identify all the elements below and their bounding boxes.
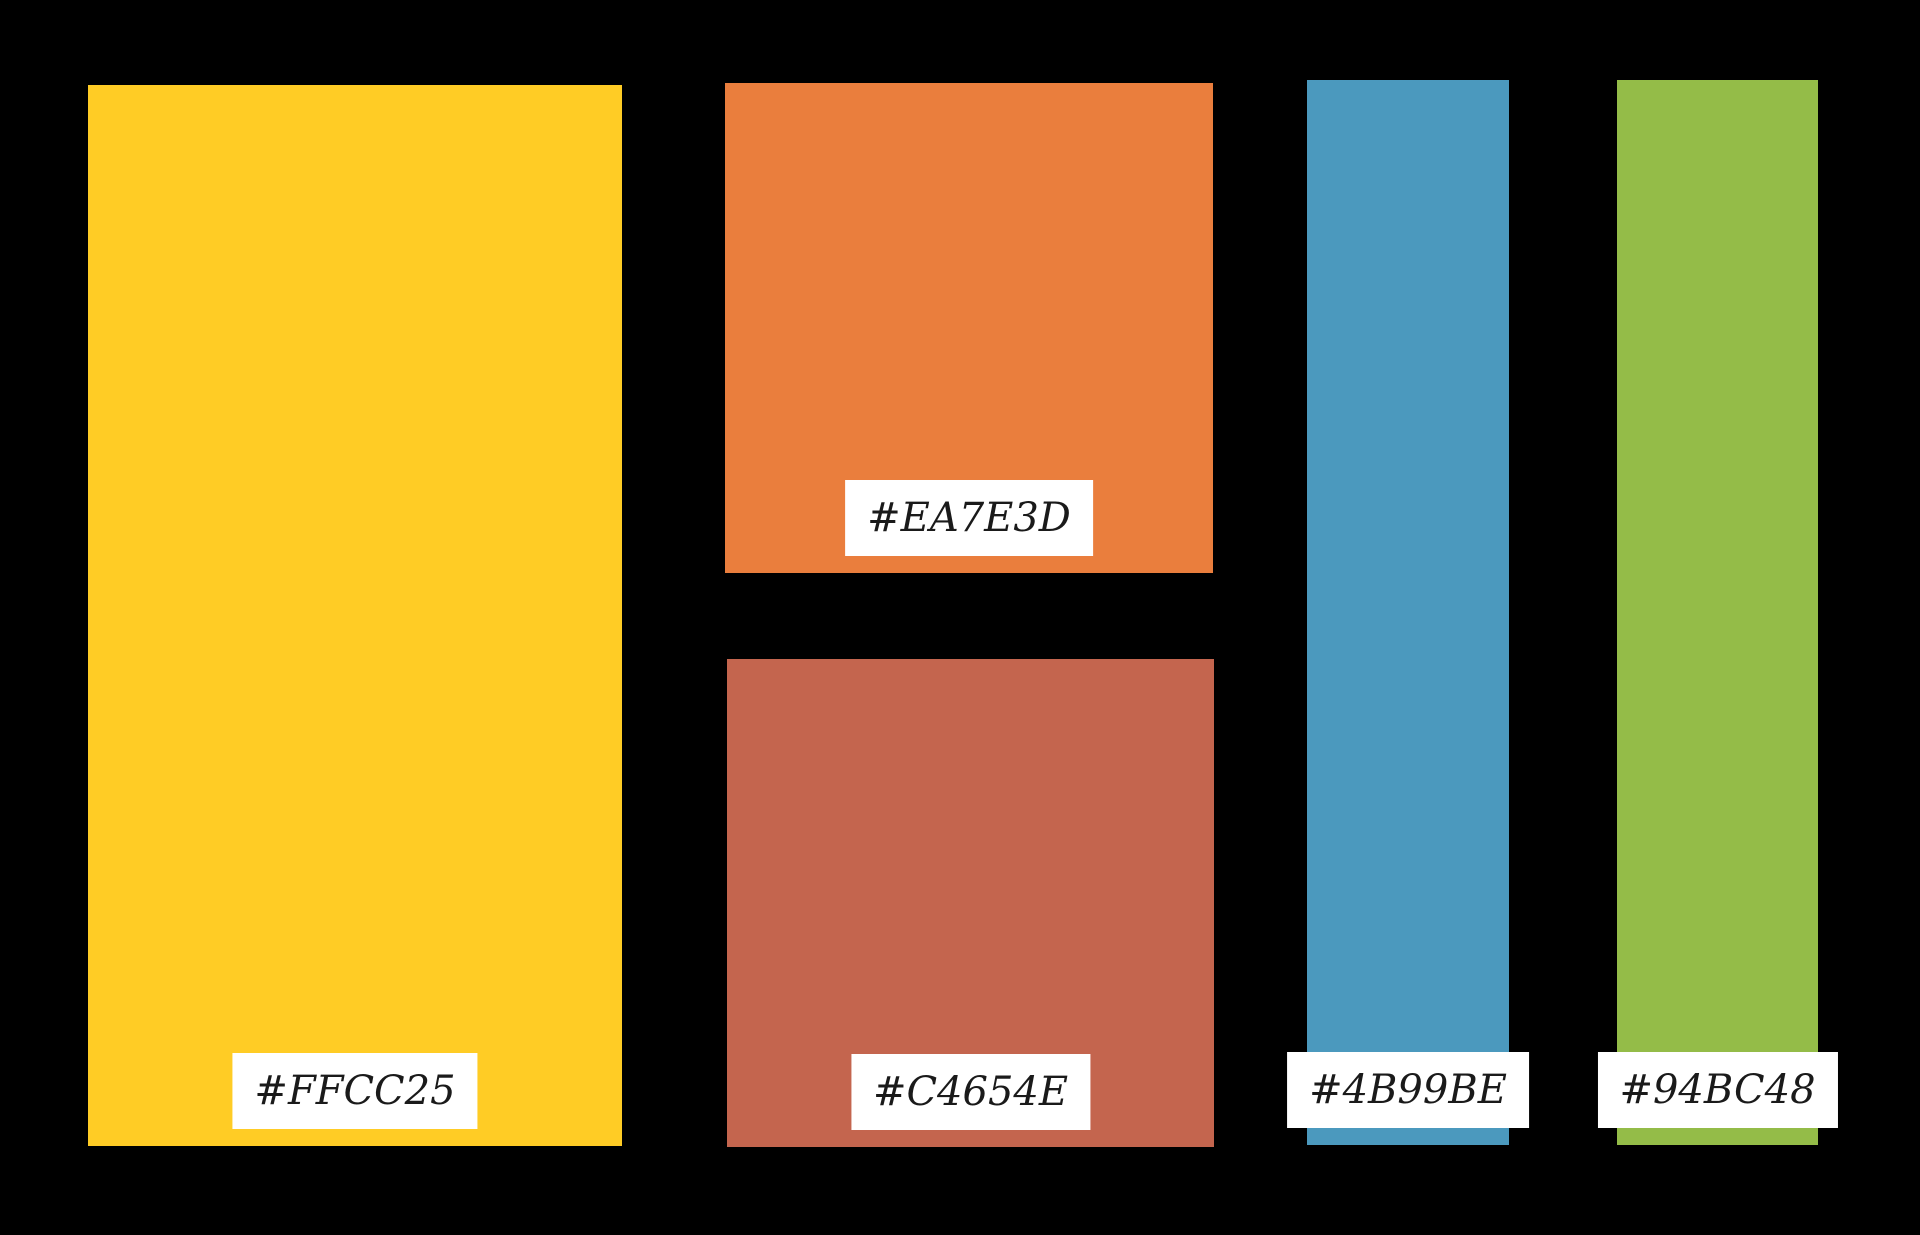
color-hex-label-orange: #EA7E3D (845, 480, 1093, 556)
color-swatch-rust: #C4654E (727, 659, 1214, 1147)
color-swatch-yellow: #FFCC25 (88, 85, 622, 1146)
color-hex-label-blue: #4B99BE (1287, 1052, 1529, 1128)
color-swatch-green: #94BC48 (1597, 80, 1838, 1145)
color-hex-label-green: #94BC48 (1597, 1052, 1838, 1128)
color-hex-label-rust: #C4654E (850, 1054, 1091, 1130)
color-swatch-orange: #EA7E3D (725, 83, 1213, 573)
color-hex-label-yellow: #FFCC25 (232, 1053, 478, 1129)
color-swatch-blue: #4B99BE (1287, 80, 1529, 1145)
